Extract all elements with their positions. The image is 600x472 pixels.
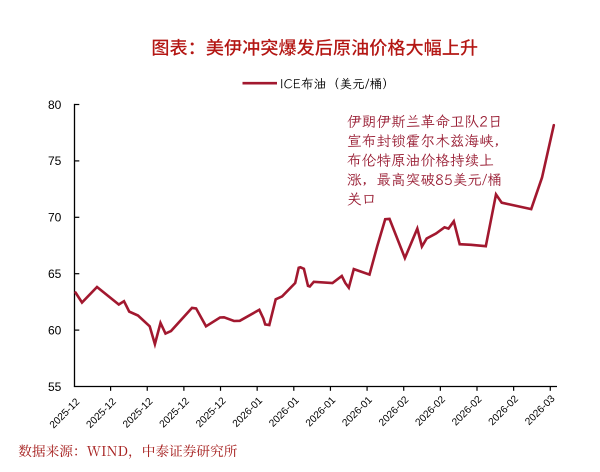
svg-text:70: 70 xyxy=(48,211,62,225)
svg-text:55: 55 xyxy=(48,380,62,394)
svg-text:65: 65 xyxy=(48,267,62,281)
svg-text:80: 80 xyxy=(48,98,62,112)
svg-text:60: 60 xyxy=(48,323,62,337)
svg-text:75: 75 xyxy=(48,154,62,168)
